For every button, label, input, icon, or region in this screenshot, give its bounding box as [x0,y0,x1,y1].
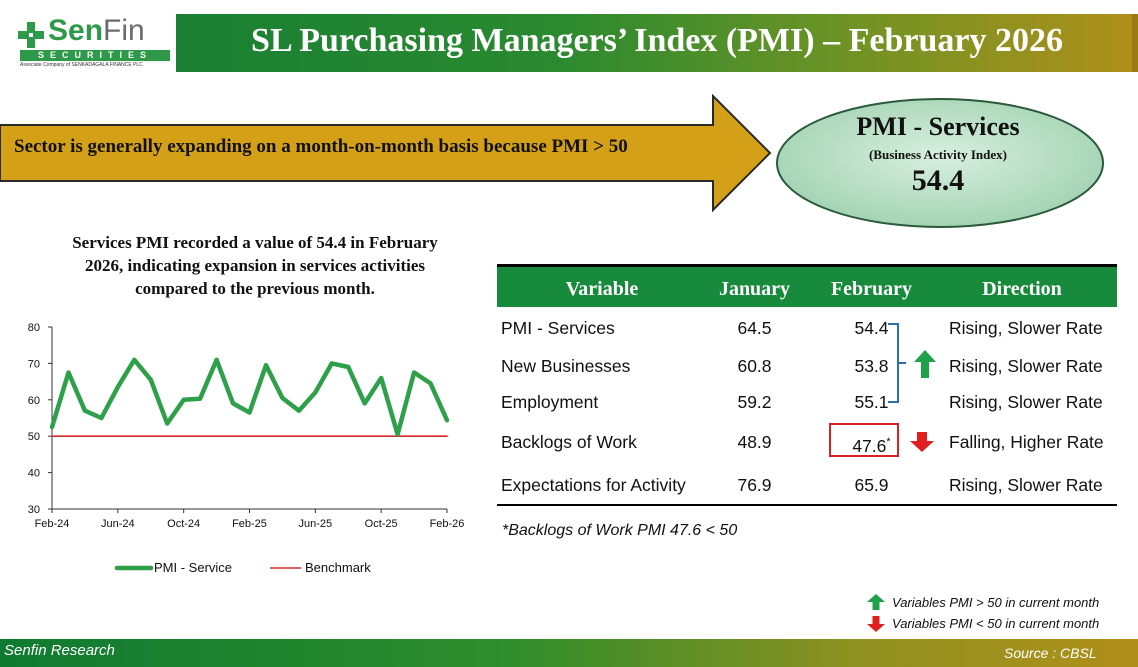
cell-variable: Expectations for Activity [501,475,686,495]
headline-value: 54.4 [911,164,965,197]
x-tick-label: Oct-24 [167,518,200,530]
cell-direction: Rising, Slower Rate [949,392,1103,412]
x-tick-label: Jun-24 [101,518,135,530]
pmi-service-line [49,357,450,437]
x-tick-label: Feb-25 [232,518,267,530]
cell-february: 55.1 [854,392,889,412]
logo-mark-icon [18,22,44,48]
page-title: SL Purchasing Managers’ Index (PMI) – Fe… [251,22,1063,59]
chart-commentary: Services PMI recorded a value of 54.4 in… [72,233,438,298]
legend-up-text: Variables PMI > 50 in current month [892,595,1100,610]
up-arrow-icon [914,350,936,378]
cell-february: 65.9 [854,475,889,495]
legend-down-arrow-icon [867,616,885,632]
chart-legend: PMI - Service Benchmark [114,560,371,575]
table-row: Expectations for Activity 76.9 65.9 Risi… [497,466,1117,504]
group-bracket [888,323,906,403]
cell-january: 59.2 [737,392,772,412]
x-tick-label: Feb-26 [430,518,465,530]
x-tick-label: Feb-24 [35,518,70,530]
banner-arrow [0,94,772,212]
logo-subtitle: SECURITIES [20,50,170,61]
header-direction: Direction [982,278,1062,300]
table-row: Employment 59.2 55.1 Rising, Slower Rate [497,383,1117,421]
banner-text: Sector is generally expanding on a month… [14,136,628,157]
cell-january: 64.5 [737,318,772,338]
headline-title: PMI - Services [856,112,1020,141]
cell-january: 48.9 [737,432,772,452]
x-tick-label: Jun-25 [299,518,333,530]
table-row: New Businesses 60.8 53.8 Rising, Slower … [497,347,1117,385]
y-tick-label: 50 [28,431,40,443]
backlog-highlight-box [829,423,899,457]
y-tick-label: 70 [28,358,40,370]
cell-direction: Falling, Higher Rate [949,432,1104,452]
x-axis: Feb-24 Jun-24 Oct-24 Feb-25 Jun-25 Oct-25 Feb-… [35,508,465,530]
y-tick-label: 60 [28,395,40,407]
table-row: PMI - Services 64.5 54.4 Rising, Slower … [497,309,1117,347]
x-tick-label: Oct-25 [365,518,398,530]
cell-variable: New Businesses [501,356,631,376]
cell-variable: Employment [501,392,599,412]
header-variable: Variable [565,278,639,300]
cell-february: 54.4 [854,318,889,338]
footer-bar [0,639,1138,667]
pmi-line-chart: 30 40 50 60 70 80 Feb-24 Jun-24 Oct-24 Feb-25 Jun… [28,322,465,575]
footnote-marker: * [886,436,891,448]
table-row: Backlogs of Work 48.9 47.6* Falling, Hig… [497,423,1117,461]
y-tick-label: 80 [28,322,40,334]
headline-ellipse [776,98,1104,228]
cell-february: 53.8 [854,356,889,376]
down-arrow-icon [910,432,934,452]
header-february: February [830,278,913,300]
table-footnote: *Backlogs of Work PMI 47.6 < 50 [502,522,738,539]
legend-benchmark-label: Benchmark [305,560,371,575]
cell-direction: Rising, Slower Rate [949,475,1103,495]
header-january: January [718,278,791,300]
y-tick-label: 40 [28,468,40,480]
cell-direction: Rising, Slower Rate [949,318,1103,338]
legend-down-text: Variables PMI < 50 in current month [892,616,1100,631]
series-group [49,357,450,437]
logo-tagline: Associate Company of SENKADAGALA FINANCE… [20,62,143,68]
legend-up-arrow-icon [867,594,885,610]
cell-variable: PMI - Services [501,318,615,338]
cell-february-value: 47.6 [852,435,887,456]
footer-source: Source : CBSL [1004,645,1097,661]
cell-january: 60.8 [737,356,772,376]
cell-variable: Backlogs of Work [501,432,637,452]
cell-january: 76.9 [737,475,772,495]
title-bar-edge [1132,14,1138,72]
y-axis: 30 40 50 60 70 80 [28,322,53,516]
y-tick-label: 30 [28,504,40,516]
footer-research-label: Senfin Research [4,642,115,659]
table-header: Variable January February Direction [497,264,1117,307]
table-bottom-rule [497,504,1117,506]
logo-wordmark: SenFin [48,14,145,47]
legend-pmi-label: PMI - Service [154,560,232,575]
title-bar [176,14,1138,72]
cell-direction: Rising, Slower Rate [949,356,1103,376]
headline-subtitle: (Business Activity Index) [869,147,1007,162]
cell-february: 47.6* [824,423,919,461]
